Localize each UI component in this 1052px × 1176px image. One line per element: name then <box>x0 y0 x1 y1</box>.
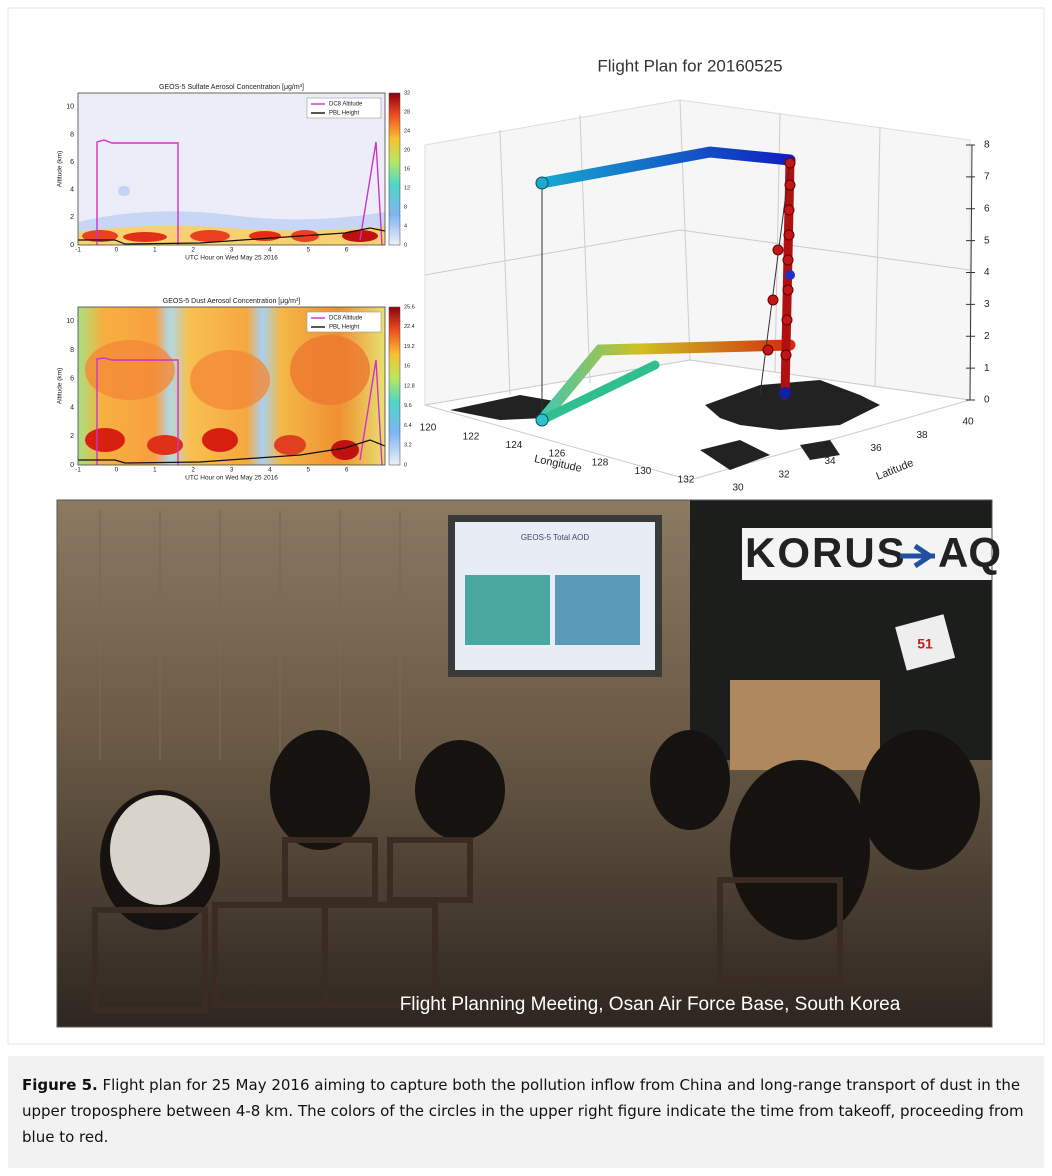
y-tick-label: 6 <box>70 376 74 383</box>
caption-label: Figure 5. <box>22 1076 98 1094</box>
colorbar-tick-label: 9.6 <box>404 403 412 409</box>
x-tick-label: 1 <box>153 467 157 474</box>
legend-label: PBL Height <box>329 325 359 331</box>
y-tick-label: 2 <box>70 433 74 440</box>
colorbar-tick-label: 4 <box>404 223 407 229</box>
z-tick-label: 6 <box>984 203 990 214</box>
x-tick-label: 124 <box>506 440 523 451</box>
colorbar-tick-label: 25.6 <box>404 304 415 310</box>
colorbar-tick-label: 16 <box>404 166 410 172</box>
legend-label: PBL Height <box>329 111 359 117</box>
x-tick-label: 6 <box>345 247 349 254</box>
legend-label: DC8 Altitude <box>329 102 363 108</box>
z-tick-label: 7 <box>984 172 990 183</box>
y-tick-label: 0 <box>70 462 74 469</box>
y-tick-label: 8 <box>70 347 74 354</box>
x-tick-label: 130 <box>635 466 652 477</box>
photo-overlay: Flight Planning Meeting, Osan Air Force … <box>400 994 901 1015</box>
x-tick-label: 3 <box>230 467 234 474</box>
map-land <box>450 380 880 470</box>
dust-contour <box>77 306 401 466</box>
caption-text: Flight plan for 25 May 2016 aiming to ca… <box>22 1076 1024 1146</box>
colorbar-tick-label: 3.2 <box>404 443 412 449</box>
sign-text: KORUS <box>745 529 907 576</box>
colorbar-tick-label: 22.4 <box>404 324 415 330</box>
panel-title: GEOS-5 Dust Aerosol Concentration [μg/m³… <box>163 298 301 305</box>
x-axis-label: UTC Hour on Wed May 25 2016 <box>185 475 278 482</box>
x-tick-label: 128 <box>592 457 609 468</box>
y-tick-label: 10 <box>66 318 74 325</box>
y-tick-label: 8 <box>70 131 74 138</box>
legend-label: DC8 Altitude <box>329 316 363 322</box>
x-tick-label: 126 <box>549 449 566 460</box>
y-tick-label: 4 <box>70 187 74 194</box>
x-tick-label: 122 <box>463 431 480 442</box>
z-tick-label: 0 <box>984 395 990 406</box>
colorbar-tick-label: 0 <box>404 242 407 248</box>
panel-title: GEOS-5 Sulfate Aerosol Concentration [μg… <box>159 84 304 91</box>
colorbar-tick-label: 28 <box>404 109 410 115</box>
z-tick-label: 4 <box>984 267 990 278</box>
screen-title: GEOS-5 Total AOD <box>521 533 590 542</box>
y-tick-label: 34 <box>824 456 836 467</box>
y-tick-label: 4 <box>70 404 74 411</box>
z-tick-label: 1 <box>984 363 990 374</box>
x-tick-label: 120 <box>420 423 437 434</box>
x-tick-label: 2 <box>191 467 195 474</box>
y-axis-label: Altitude (km) <box>57 368 64 404</box>
box-label: 51 <box>917 636 933 652</box>
y-tick-label: 2 <box>70 214 74 221</box>
colorbar-tick-label: 12.8 <box>404 383 415 389</box>
x-tick-label: 6 <box>345 467 349 474</box>
y-axis-label: Altitude (km) <box>57 151 64 187</box>
x-tick-label: 4 <box>268 467 272 474</box>
colorbar-tick-label: 16 <box>404 364 410 370</box>
z-tick-label: 8 <box>984 140 990 151</box>
sulfate-contour <box>77 92 401 246</box>
x-tick-label: 2 <box>191 247 195 254</box>
x-tick-label: -1 <box>75 247 81 254</box>
colorbar-tick-label: 20 <box>404 147 410 153</box>
y-tick-label: 30 <box>732 483 744 494</box>
x-tick-label: 5 <box>306 467 310 474</box>
z-tick-label: 5 <box>984 235 990 246</box>
y-tick-label: 36 <box>870 443 882 454</box>
y-tick-label: 10 <box>66 104 74 111</box>
y-tick-label: 6 <box>70 159 74 166</box>
x-tick-label: 3 <box>230 247 234 254</box>
x-tick-label: 0 <box>115 247 119 254</box>
colorbar-tick-label: 32 <box>404 90 410 96</box>
colorbar-tick-label: 6.4 <box>404 423 412 429</box>
colorbar-tick-label: 19.2 <box>404 344 415 350</box>
y-tick-label: 32 <box>778 469 790 480</box>
y-tick-label: 0 <box>70 242 74 249</box>
sign-text: AQ <box>938 529 1001 576</box>
figure: GEOS-5 Sulfate Aerosol Concentration [μg… <box>7 7 1045 1045</box>
legend-box <box>306 97 382 119</box>
y-tick-label: 38 <box>916 430 928 441</box>
z-tick-label: 2 <box>984 331 990 342</box>
y-tick-label: 40 <box>962 417 974 428</box>
legend-box <box>306 311 382 333</box>
colorbar-tick-label: 0 <box>404 462 407 468</box>
x-tick-label: -1 <box>75 467 81 474</box>
caption: Figure 5. Flight plan for 25 May 2016 ai… <box>8 1056 1044 1168</box>
plot-title: Flight Plan for 20160525 <box>597 56 782 75</box>
x-tick-label: 132 <box>678 475 695 486</box>
colorbar-tick-label: 12 <box>404 185 410 191</box>
sign-plane <box>900 543 935 569</box>
x-tick-label: 5 <box>306 247 310 254</box>
colorbar-tick-label: 24 <box>404 128 410 134</box>
x-tick-label: 4 <box>268 247 272 254</box>
x-tick-label: 1 <box>153 247 157 254</box>
flight-path <box>535 146 796 427</box>
colorbar-tick-label: 8 <box>404 204 407 210</box>
x-axis-label: UTC Hour on Wed May 25 2016 <box>185 255 278 262</box>
z-tick-label: 3 <box>984 299 990 310</box>
x-tick-label: 0 <box>115 467 119 474</box>
photo <box>56 499 993 1028</box>
